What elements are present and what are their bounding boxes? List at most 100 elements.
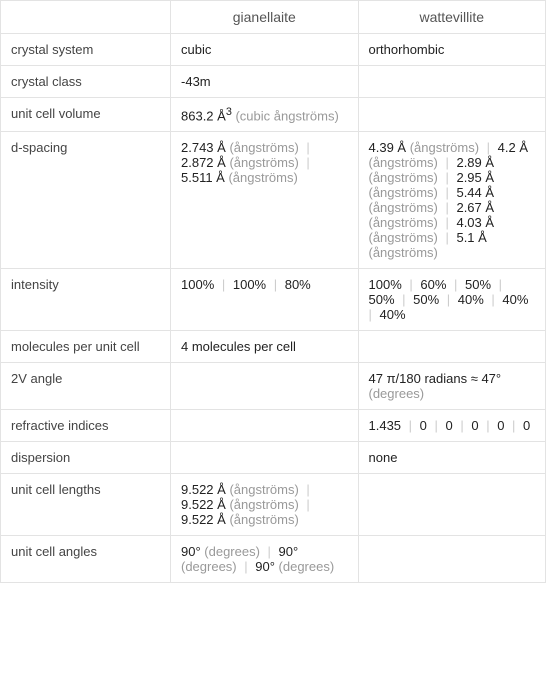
value-text: 4.2 Å xyxy=(498,140,528,155)
cell-value: 2.743 Å (ångströms) | 2.872 Å (ångströms… xyxy=(171,132,359,269)
value-text: 9.522 Å xyxy=(181,497,226,512)
row-label: refractive indices xyxy=(1,410,171,442)
value-text: 0 xyxy=(446,418,453,433)
cell-value: 90° (degrees) | 90° (degrees) | 90° (deg… xyxy=(171,536,359,583)
unit-text: (ångströms) xyxy=(226,497,299,512)
separator: | xyxy=(303,155,310,170)
text: 4 xyxy=(185,74,192,89)
text: 3m xyxy=(193,74,211,89)
unit-text: (ångströms) xyxy=(369,170,438,185)
table-header-row: gianellaite wattevillite xyxy=(1,1,546,34)
separator: | xyxy=(369,307,376,322)
row-label: molecules per unit cell xyxy=(1,331,171,363)
value-text: 2.872 Å xyxy=(181,155,226,170)
unit-text: (degrees) xyxy=(201,544,260,559)
separator: | xyxy=(442,185,453,200)
text: 47 π/180 radians ≈ 47° xyxy=(369,371,502,386)
unit-text: (ångströms) xyxy=(369,155,438,170)
unit-text: (ångströms) xyxy=(225,170,298,185)
separator: | xyxy=(405,418,416,433)
cell-value: 47 π/180 radians ≈ 47° (degrees) xyxy=(358,363,546,410)
value-text: 40% xyxy=(458,292,484,307)
value-text: 100% xyxy=(369,277,402,292)
unit-text: (ångströms) xyxy=(226,482,299,497)
table-row: unit cell angles 90° (degrees) | 90° (de… xyxy=(1,536,546,583)
unit-text: (degrees) xyxy=(181,559,237,574)
cell-value xyxy=(171,363,359,410)
table-row: unit cell lengths 9.522 Å (ångströms) | … xyxy=(1,474,546,536)
table-row: d-spacing 2.743 Å (ångströms) | 2.872 Å … xyxy=(1,132,546,269)
separator: | xyxy=(495,277,502,292)
value-text: 5.44 Å xyxy=(456,185,494,200)
table-row: intensity 100% | 100% | 80% 100% | 60% |… xyxy=(1,269,546,331)
table-row: crystal system cubic orthorhombic xyxy=(1,34,546,66)
unit-text: (ångströms) xyxy=(369,185,438,200)
text: 863.2 Å xyxy=(181,108,226,123)
separator: | xyxy=(442,170,453,185)
table-row: 2V angle 47 π/180 radians ≈ 47° (degrees… xyxy=(1,363,546,410)
separator: | xyxy=(406,277,417,292)
separator: | xyxy=(264,544,275,559)
row-label: d-spacing xyxy=(1,132,171,269)
value-text: 2.95 Å xyxy=(456,170,494,185)
separator: | xyxy=(508,418,519,433)
value-text: 0 xyxy=(523,418,530,433)
separator: | xyxy=(431,418,442,433)
separator: | xyxy=(218,277,229,292)
value-text: 50% xyxy=(369,292,395,307)
value-text: 5.1 Å xyxy=(456,230,486,245)
header-gianellaite: gianellaite xyxy=(171,1,359,34)
value-text: 5.511 Å xyxy=(181,170,225,185)
separator: | xyxy=(270,277,281,292)
separator: | xyxy=(303,482,310,497)
cell-value: none xyxy=(358,442,546,474)
value-text: 4.03 Å xyxy=(456,215,494,230)
value-text: 40% xyxy=(502,292,528,307)
unit-text: (ångströms) xyxy=(226,155,299,170)
cell-value: 9.522 Å (ångströms) | 9.522 Å (ångströms… xyxy=(171,474,359,536)
value-text: 100% xyxy=(181,277,214,292)
row-label: unit cell lengths xyxy=(1,474,171,536)
separator: | xyxy=(442,230,453,245)
value-text: 80% xyxy=(285,277,311,292)
separator: | xyxy=(442,155,453,170)
row-label: unit cell angles xyxy=(1,536,171,583)
separator: | xyxy=(303,497,310,512)
unit-text: (ångströms) xyxy=(406,140,479,155)
table-row: molecules per unit cell 4 molecules per … xyxy=(1,331,546,363)
row-label: unit cell volume xyxy=(1,98,171,132)
value-text: 2.89 Å xyxy=(456,155,494,170)
separator: | xyxy=(442,215,453,230)
value-text: 0 xyxy=(420,418,427,433)
table-row: dispersion none xyxy=(1,442,546,474)
value-text: 50% xyxy=(413,292,439,307)
value-text: 90° xyxy=(181,544,201,559)
cell-value xyxy=(171,410,359,442)
separator: | xyxy=(457,418,468,433)
value-text: 100% xyxy=(233,277,266,292)
cell-value xyxy=(358,98,546,132)
properties-table: gianellaite wattevillite crystal system … xyxy=(0,0,546,583)
cell-value xyxy=(358,536,546,583)
row-label: intensity xyxy=(1,269,171,331)
unit-text: (degrees) xyxy=(369,386,425,401)
cell-value: 100% | 60% | 50% | 50% | 50% | 40% | 40%… xyxy=(358,269,546,331)
cell-value: -43m xyxy=(171,66,359,98)
value-text: 9.522 Å xyxy=(181,482,226,497)
cell-value: orthorhombic xyxy=(358,34,546,66)
value-text: 90° xyxy=(255,559,275,574)
header-blank xyxy=(1,1,171,34)
separator: | xyxy=(442,200,453,215)
separator: | xyxy=(483,418,494,433)
value-text: 4.39 Å xyxy=(369,140,407,155)
cell-value: 100% | 100% | 80% xyxy=(171,269,359,331)
table-row: crystal class -43m xyxy=(1,66,546,98)
value-text: 2.743 Å xyxy=(181,140,226,155)
value-text: 2.67 Å xyxy=(456,200,494,215)
value-text: 90° xyxy=(279,544,299,559)
separator: | xyxy=(399,292,410,307)
row-label: 2V angle xyxy=(1,363,171,410)
cell-value: 863.2 Å3 (cubic ångströms) xyxy=(171,98,359,132)
table-row: unit cell volume 863.2 Å3 (cubic ångströ… xyxy=(1,98,546,132)
unit-text: (ångströms) xyxy=(369,200,438,215)
